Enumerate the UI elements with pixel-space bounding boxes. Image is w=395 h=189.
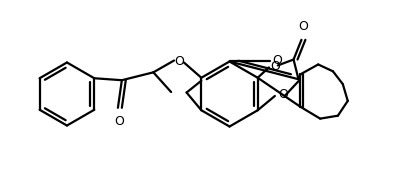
Text: O: O [174,55,184,68]
Text: O: O [299,20,308,33]
Text: O: O [272,54,282,67]
Text: O: O [270,60,280,73]
Text: O: O [278,88,288,101]
Text: O: O [114,115,124,128]
